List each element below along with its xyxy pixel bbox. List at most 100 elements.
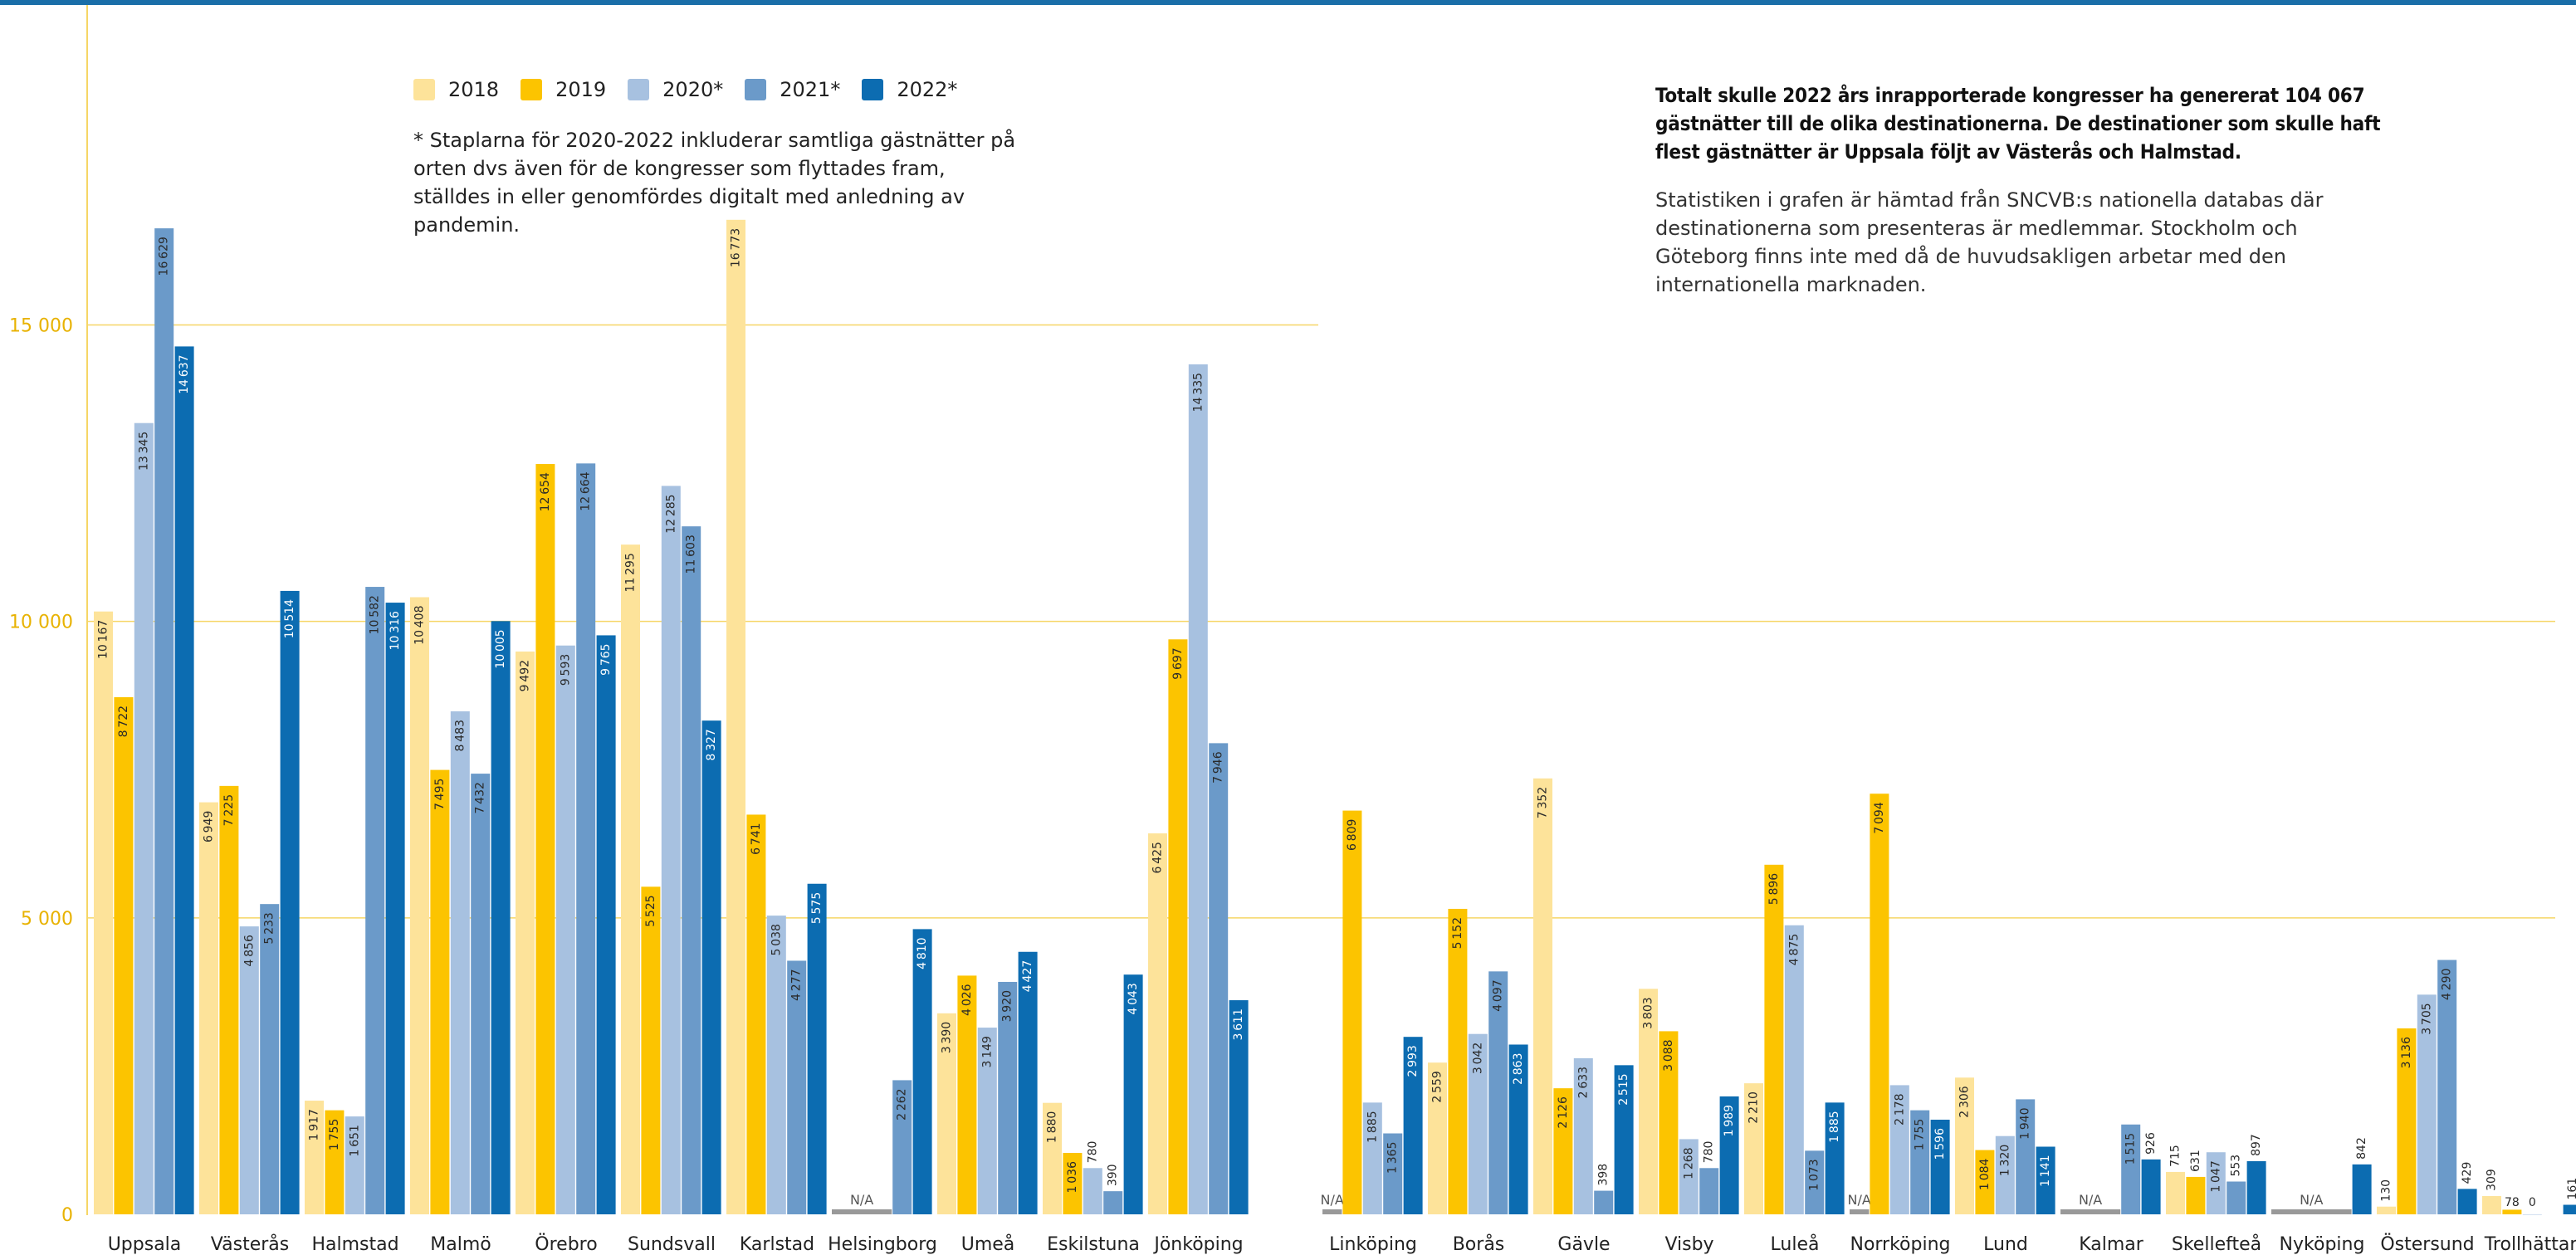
- bar: [576, 463, 596, 1214]
- bar: [1870, 794, 1889, 1214]
- bar: [2206, 1152, 2226, 1214]
- bar-value-label: 897: [2250, 1134, 2263, 1156]
- bar: [1744, 1083, 1763, 1214]
- bar: [1719, 1096, 1739, 1214]
- legend-label: 2020*: [662, 78, 724, 101]
- bar: [641, 886, 661, 1214]
- category-label: Örebro: [535, 1233, 597, 1255]
- bar-value-label: 7 495: [433, 779, 447, 810]
- category-label: Nyköping: [2280, 1234, 2365, 1255]
- bar: [621, 544, 640, 1214]
- bar: [1975, 1150, 1995, 1214]
- bar: [2437, 960, 2457, 1214]
- bar: [1784, 925, 1804, 1214]
- bar: [1825, 1102, 1845, 1214]
- bar-value-label: 6 809: [1346, 819, 1359, 851]
- bar-value-label: 16 773: [730, 228, 743, 267]
- legend-label: 2018: [448, 78, 500, 101]
- legend-item-2020: 2020*: [628, 78, 723, 101]
- y-tick-label: 10 000: [9, 613, 73, 633]
- top-accent-bar: [0, 0, 2576, 5]
- bar: [1508, 1044, 1528, 1214]
- na-label: N/A: [2300, 1192, 2323, 1208]
- bar-value-label: 715: [2169, 1145, 2183, 1167]
- bar-value-label: 8 483: [453, 720, 467, 751]
- legend-label: 2022*: [897, 78, 958, 101]
- legend-swatch: [413, 79, 435, 100]
- bar-value-label: 3 803: [1642, 997, 1655, 1028]
- bar: [1955, 1077, 1974, 1214]
- bar: [114, 696, 134, 1214]
- category-label: Luleå: [1771, 1233, 1820, 1255]
- legend-swatch: [628, 79, 650, 100]
- bar-value-label: 1 268: [1682, 1147, 1695, 1179]
- bar-value-label: 10 167: [97, 620, 110, 659]
- bar: [957, 975, 977, 1214]
- bar-value-label: 2 262: [896, 1088, 909, 1120]
- bar-value-label: 2 306: [1958, 1086, 1972, 1118]
- bar-value-label: 1 141: [2039, 1155, 2052, 1186]
- bar-value-label: 6 425: [1151, 842, 1165, 873]
- bar: [516, 651, 535, 1214]
- bar: [661, 486, 681, 1214]
- bar: [154, 228, 174, 1214]
- bar-value-label: 5 525: [644, 895, 657, 926]
- bar: [1910, 1110, 1930, 1214]
- category-label: Kalmar: [2079, 1234, 2144, 1255]
- bar-value-label: 3 149: [980, 1036, 994, 1067]
- bar-value-label: 2 993: [1406, 1045, 1420, 1077]
- bar-value-label: 1 073: [1808, 1159, 1821, 1190]
- bar-value-label: 2 210: [1747, 1091, 1761, 1123]
- bar-value-label: 2 559: [1431, 1071, 1444, 1102]
- bar: [555, 645, 575, 1214]
- category-label: Västerås: [211, 1233, 289, 1255]
- category-label: Eskilstuna: [1047, 1234, 1140, 1255]
- bar: [1805, 1150, 1825, 1214]
- na-bar: [1850, 1209, 1870, 1214]
- bar: [1659, 1031, 1679, 1214]
- bar-value-label: 3 611: [1232, 1008, 1245, 1040]
- legend: 2018 2019 2020* 2021* 2022*: [413, 78, 979, 101]
- bar-value-label: 5 233: [263, 912, 276, 944]
- bar: [199, 802, 218, 1214]
- category-label: Lund: [1983, 1234, 2028, 1255]
- bar: [1764, 864, 1784, 1214]
- bar-value-label: 1 596: [1933, 1128, 1947, 1160]
- bar-value-label: 1 047: [2209, 1160, 2222, 1192]
- bar: [1168, 639, 1188, 1214]
- legend-swatch: [521, 79, 543, 100]
- y-tick-label: 15 000: [9, 315, 73, 336]
- category-label: Trollhättan: [2484, 1234, 2576, 1255]
- bar-value-label: 1 755: [328, 1119, 341, 1150]
- legend-label: 2021*: [780, 78, 841, 101]
- bar: [1594, 1190, 1614, 1214]
- bar: [491, 621, 511, 1214]
- bar: [174, 346, 194, 1214]
- bar-value-label: 4 427: [1021, 960, 1034, 992]
- bar: [766, 916, 786, 1214]
- bar-value-label: 1 755: [1914, 1119, 1927, 1150]
- bar: [430, 769, 450, 1214]
- bar-value-label: 5 575: [810, 892, 824, 924]
- legend-swatch: [862, 79, 884, 100]
- bar-value-label: 398: [1597, 1164, 1611, 1186]
- bar: [325, 1110, 345, 1214]
- bar: [1468, 1033, 1488, 1214]
- bar-value-label: 2 633: [1576, 1067, 1590, 1098]
- bar-value-label: 1 651: [348, 1125, 361, 1156]
- bar-value-label: 6 741: [750, 823, 763, 854]
- bar-value-label: 3 042: [1471, 1043, 1484, 1074]
- bar-value-label: 8 327: [705, 729, 718, 760]
- bar-value-label: 12 285: [664, 494, 677, 533]
- bar: [260, 904, 280, 1214]
- bar-value-label: 4 277: [790, 969, 804, 1000]
- bar: [2186, 1176, 2206, 1214]
- bar: [1043, 1102, 1062, 1214]
- bar: [912, 929, 932, 1214]
- bar: [305, 1101, 324, 1214]
- bar-value-label: 842: [2355, 1137, 2368, 1160]
- bar: [1488, 971, 1508, 1214]
- bar-value-label: 1 885: [1828, 1111, 1841, 1142]
- bar: [1229, 1000, 1249, 1214]
- na-bar: [2060, 1209, 2121, 1214]
